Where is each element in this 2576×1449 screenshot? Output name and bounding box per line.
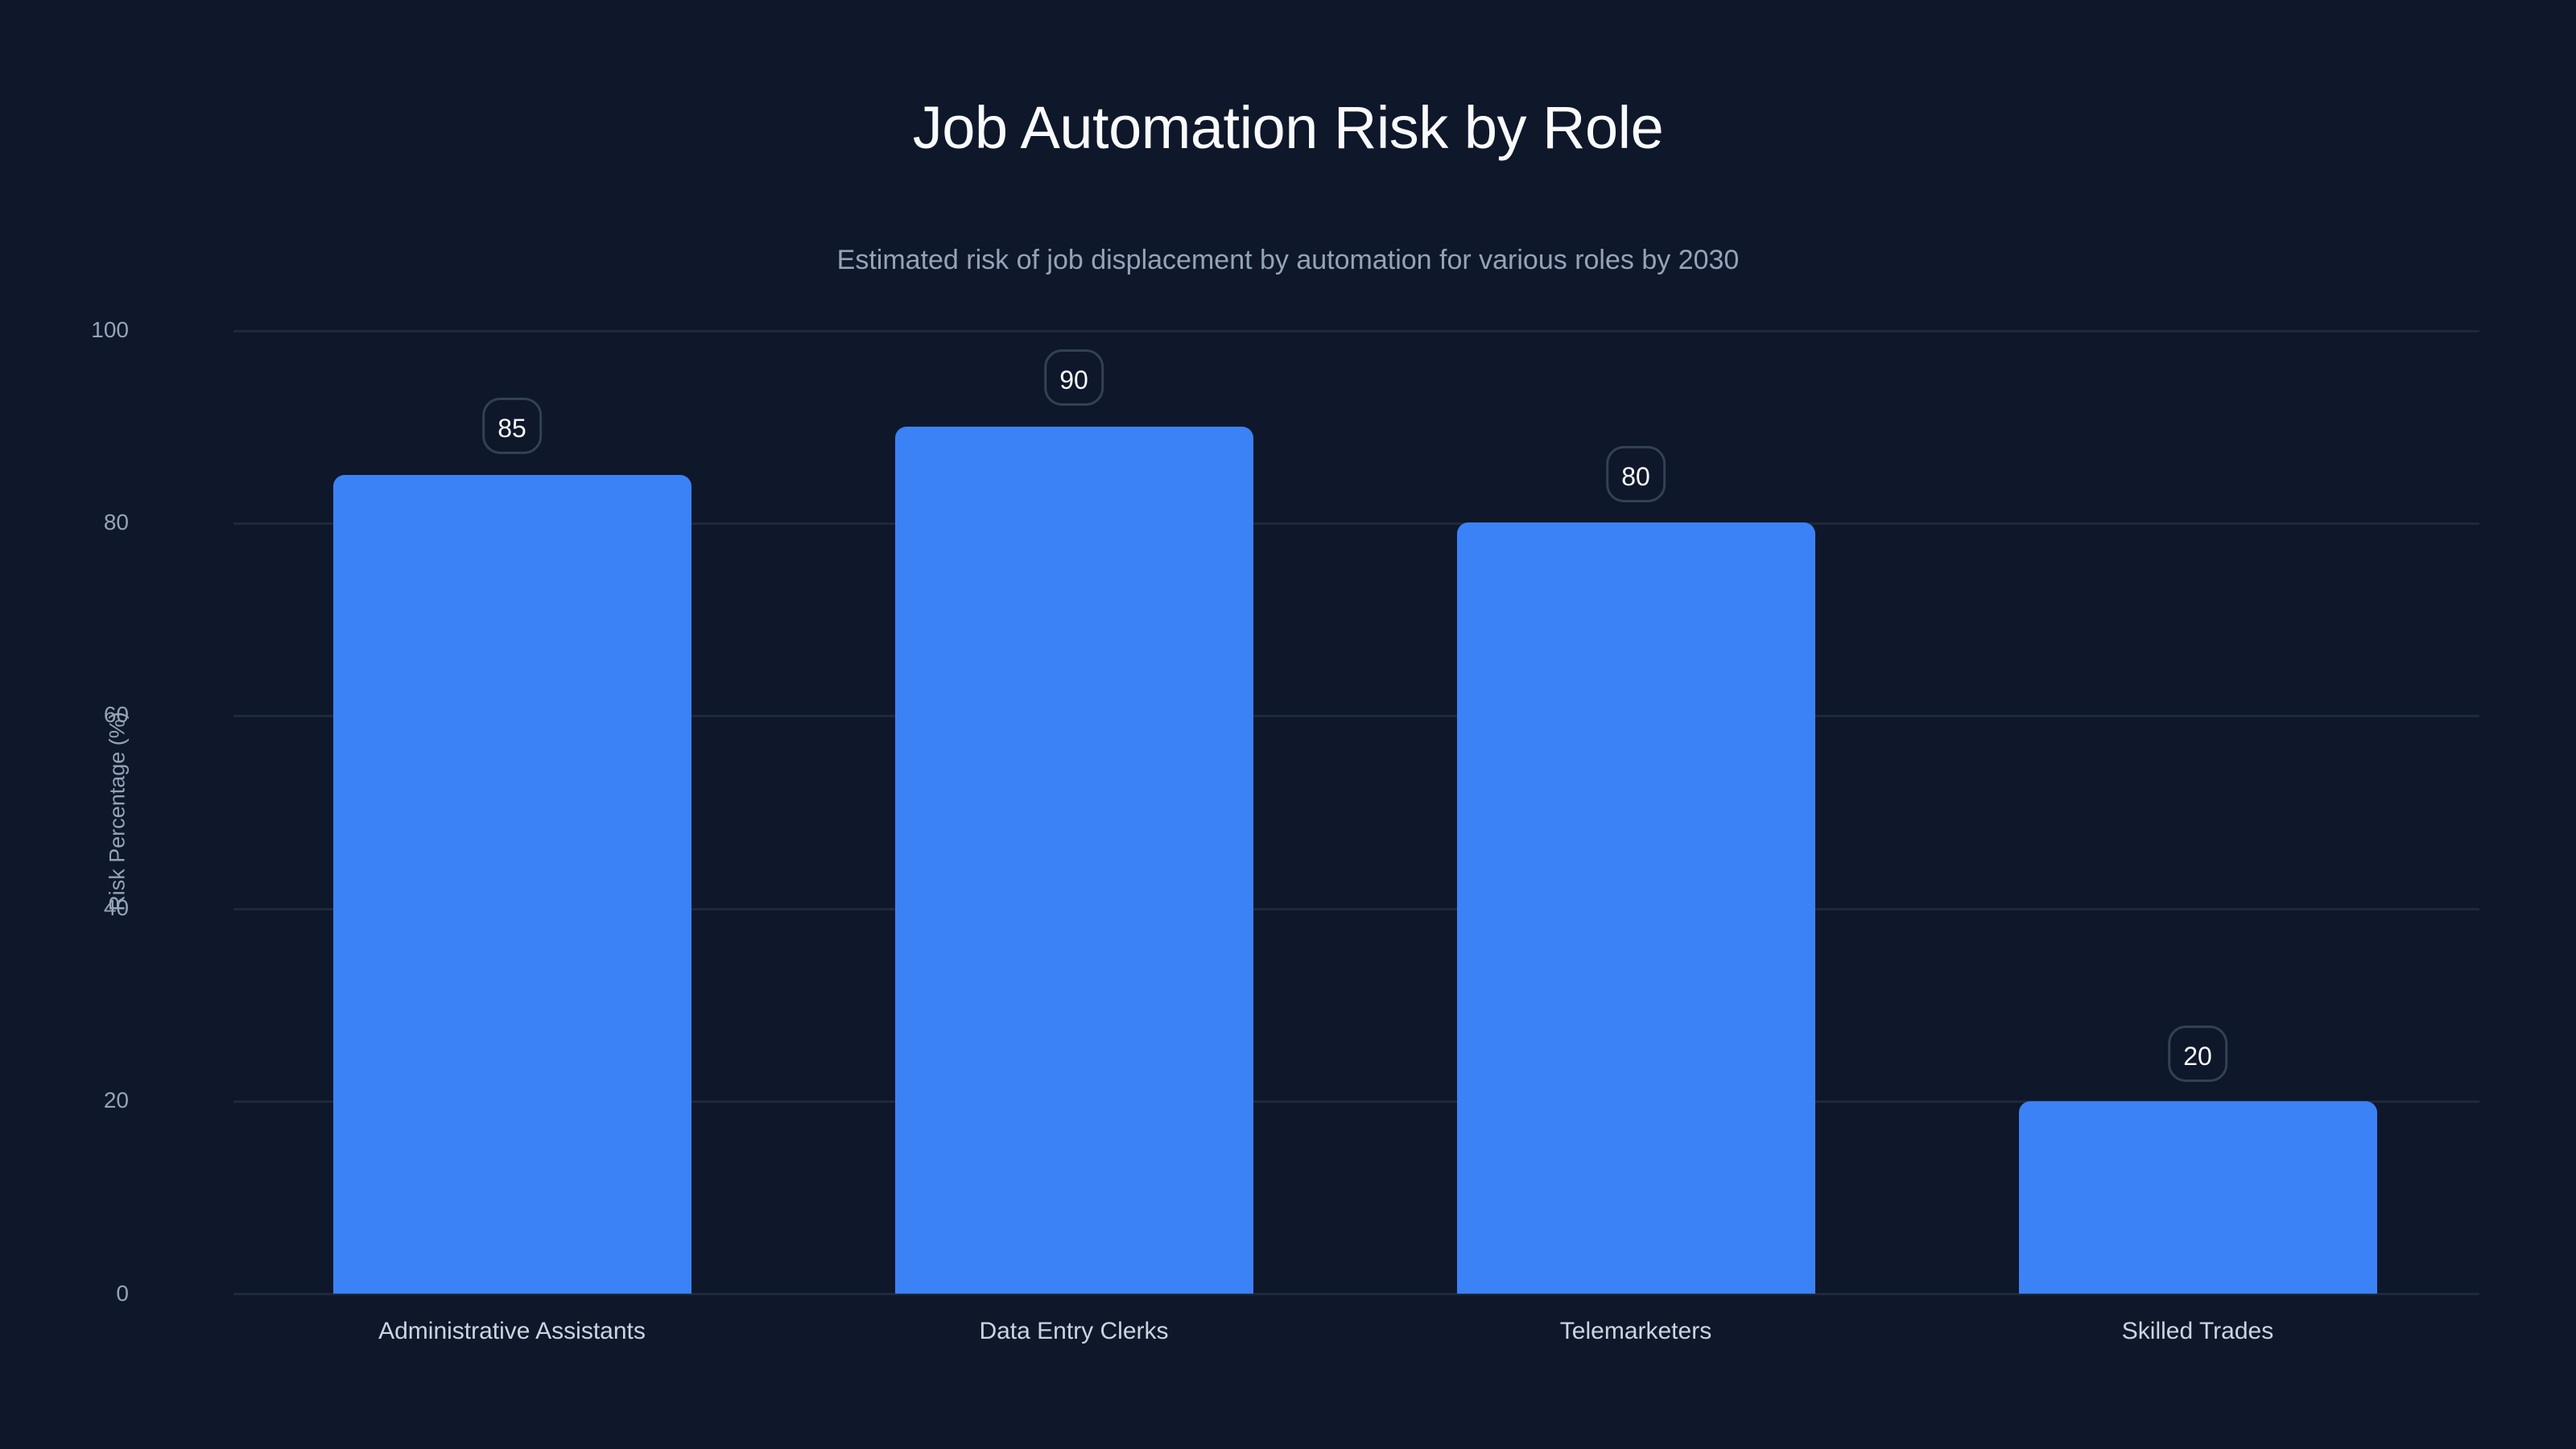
value-label-administrative-assistants: 85 xyxy=(482,398,542,454)
y-tick-60: 60 xyxy=(103,702,129,727)
value-label-data-entry-clerks: 90 xyxy=(1044,349,1104,406)
gridline-100 xyxy=(233,330,2479,332)
x-label-telemarketers: Telemarketers xyxy=(1559,1318,1712,1344)
x-label-data-entry-clerks: Data Entry Clerks xyxy=(979,1318,1169,1344)
chart-title: Job Automation Risk by Role xyxy=(912,94,1664,161)
y-tick-40: 40 xyxy=(103,895,129,920)
x-label-administrative-assistants: Administrative Assistants xyxy=(378,1318,646,1344)
value-label-telemarketers: 80 xyxy=(1606,446,1666,502)
bar-skilled-trades[interactable] xyxy=(2019,1101,2377,1294)
chart-subtitle: Estimated risk of job displacement by au… xyxy=(836,245,1740,275)
value-label-skilled-trades: 20 xyxy=(2168,1026,2227,1082)
gridline-40 xyxy=(233,908,2479,910)
y-axis-label: Risk Percentage (%) xyxy=(105,712,130,911)
gridline-20 xyxy=(233,1100,2479,1103)
y-tick-80: 80 xyxy=(103,510,129,535)
y-tick-20: 20 xyxy=(103,1088,129,1113)
gridline-60 xyxy=(233,715,2479,717)
x-label-skilled-trades: Skilled Trades xyxy=(2121,1318,2274,1344)
bar-data-entry-clerks[interactable] xyxy=(895,427,1253,1294)
gridline-80 xyxy=(233,522,2479,525)
gridline-0 xyxy=(233,1293,2479,1295)
y-tick-100: 100 xyxy=(91,317,129,342)
plot-area: 0 20 40 60 80 100 85 90 80 20 xyxy=(91,317,2479,1306)
bar-administrative-assistants[interactable] xyxy=(333,475,691,1294)
y-tick-0: 0 xyxy=(116,1281,129,1306)
bar-telemarketers[interactable] xyxy=(1457,522,1815,1294)
